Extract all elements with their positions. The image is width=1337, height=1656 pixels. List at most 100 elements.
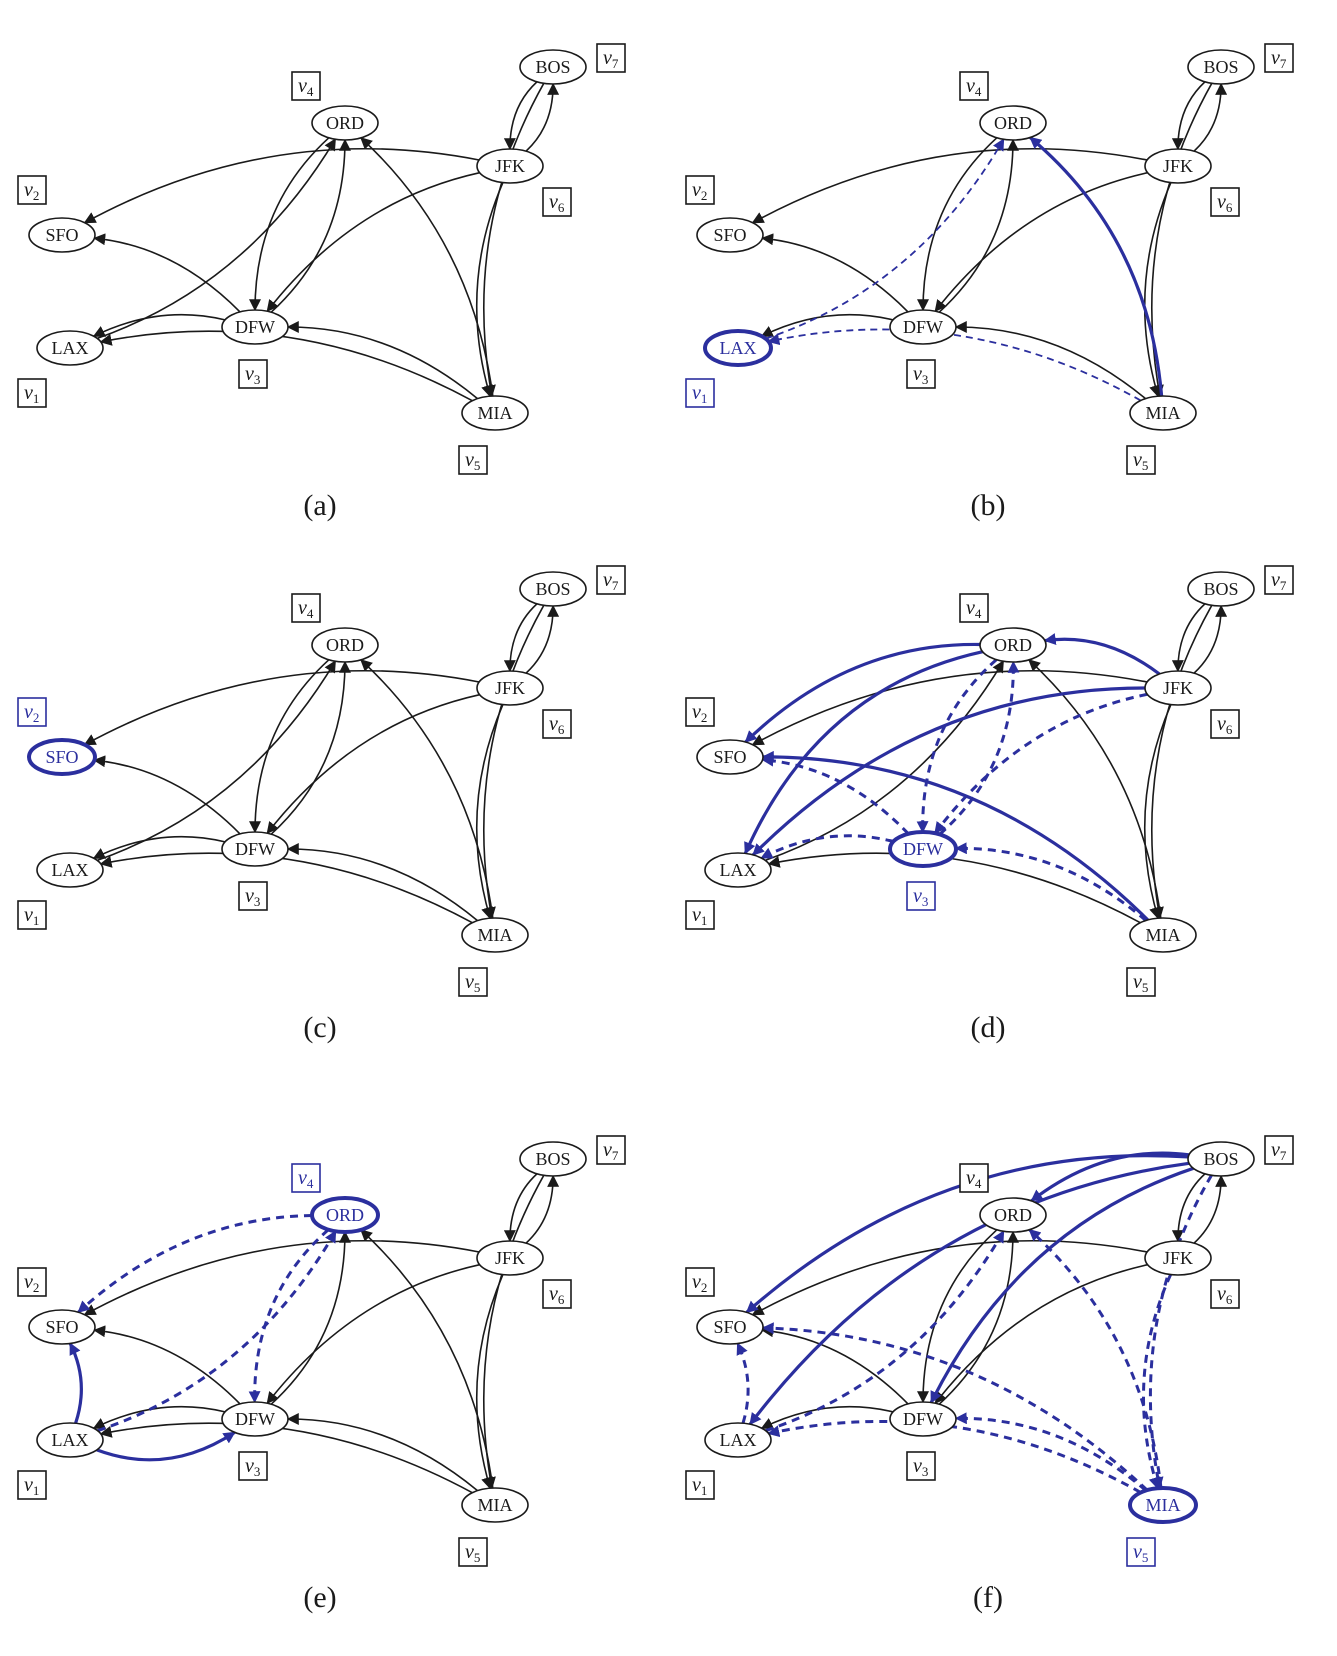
node-label: ORD [994, 1205, 1032, 1225]
panel-caption: (b) [971, 489, 1006, 522]
node-ellipse [36, 852, 104, 888]
vertex-label-text: v4 [966, 597, 982, 621]
node-ellipse [979, 105, 1047, 141]
edge-jfk-bos [525, 82, 560, 152]
node-label: DFW [903, 839, 943, 859]
vertex-label-text: v7 [603, 569, 619, 593]
back-edge-mia-dfw [954, 1412, 1147, 1492]
back-edge-mia-dfw [954, 842, 1147, 922]
node-bos: BOS [1187, 571, 1255, 607]
vertex-label-box [1264, 1135, 1294, 1165]
node-ellipse [310, 1196, 380, 1234]
edge-jfk-mia [475, 1274, 504, 1490]
vertex-label-lax: v1 [685, 900, 715, 930]
vertex-label-sfo: v2 [685, 697, 715, 727]
vertex-label-box [458, 967, 488, 997]
vertex-label-sfo: v2 [685, 175, 715, 205]
node-ellipse [696, 217, 764, 253]
edge-bos-jfk [1171, 81, 1206, 151]
node-label: JFK [1163, 156, 1193, 176]
vertex-label-mia: v5 [1126, 445, 1156, 475]
vertex-label-dfw: v3 [906, 359, 936, 389]
node-sfo: SFO [696, 739, 764, 775]
node-ellipse [1129, 395, 1197, 431]
edge-jfk-sfo [83, 669, 480, 746]
vertex-label-mia: v5 [458, 445, 488, 475]
node-sfo: SFO [696, 1309, 764, 1345]
vertex-label-text: v6 [1217, 1283, 1233, 1307]
node-label: LAX [720, 1430, 757, 1450]
edge-dfw-sfo [93, 755, 241, 835]
edge-jfk-mia [1143, 704, 1172, 920]
panel-caption: (d) [971, 1011, 1006, 1044]
vertex-label-box [17, 1470, 47, 1500]
vertex-label-text: v3 [913, 885, 928, 909]
node-ellipse [221, 831, 289, 867]
node-label: BOS [1203, 1149, 1238, 1169]
edge-jfk-sfo [751, 1239, 1148, 1316]
node-ellipse [311, 627, 379, 663]
node-bos: BOS [519, 571, 587, 607]
vertex-label-text: v4 [966, 75, 982, 99]
node-label: SFO [713, 1317, 746, 1337]
node-label: SFO [45, 1317, 78, 1337]
vertex-label-box [1210, 187, 1240, 217]
back-edge-dfw-lax [760, 834, 894, 860]
node-label: MIA [1146, 925, 1181, 945]
tree-edge-jfk-lax [751, 686, 1146, 857]
vertex-label-text: v7 [603, 1139, 619, 1163]
vertex-label-box [1210, 709, 1240, 739]
node-ellipse [476, 148, 544, 184]
node-label: JFK [495, 678, 525, 698]
node-dfw: DFW [221, 1401, 289, 1437]
vertex-label-ord: v4 [291, 593, 321, 623]
tree-edge-ord-lax [743, 650, 984, 855]
panel-caption: (f) [973, 1581, 1003, 1614]
vertex-label-sfo: v2 [17, 175, 47, 205]
node-ellipse [461, 1487, 529, 1523]
edge-lax-ord [96, 138, 336, 340]
vertex-label-ord: v4 [959, 71, 989, 101]
edge-dfw-ord [270, 138, 351, 313]
edge-jfk-mia [1143, 182, 1172, 398]
panel-f: LAX v1 SFO v2 DFW v3 ORD v4 MIA v5 JFK v6 BOS v7 (f) [685, 1135, 1294, 1614]
vertex-label-box [458, 1537, 488, 1567]
vertex-label-text: v3 [913, 1455, 928, 1479]
edge-jfk-sfo [751, 669, 1148, 746]
edge-jfk-dfw [934, 171, 1148, 313]
vertex-label-box [959, 1163, 989, 1193]
node-bos: BOS [519, 1141, 587, 1177]
edge-mia-lax [99, 1422, 473, 1494]
vertex-label-box [17, 1267, 47, 1297]
vertex-label-jfk: v6 [1210, 187, 1240, 217]
node-ellipse [1129, 917, 1197, 953]
tree-edge-ord-sfo [744, 642, 981, 744]
panel-e: LAX v1 SFO v2 DFW v3 ORD v4 MIA v5 JFK v6 BOS v7 (e) [17, 1135, 626, 1614]
vertex-label-mia: v5 [1126, 967, 1156, 997]
vertex-label-sfo: v2 [17, 697, 47, 727]
vertex-label-ord: v4 [959, 593, 989, 623]
vertex-label-dfw: v3 [238, 359, 268, 389]
node-label: ORD [326, 1205, 364, 1225]
node-ellipse [28, 1309, 96, 1345]
edge-mia-lax [767, 852, 1141, 924]
vertex-label-box [542, 1279, 572, 1309]
edge-dfw-ord [938, 1230, 1019, 1405]
vertex-label-text: v3 [913, 363, 928, 387]
back-edge-ord-dfw [916, 658, 998, 834]
vertex-label-dfw: v3 [238, 881, 268, 911]
node-label: LAX [52, 1430, 89, 1450]
node-ellipse [979, 1197, 1047, 1233]
edge-mia-dfw [286, 320, 479, 400]
node-label: MIA [1146, 1495, 1181, 1515]
edge-bos-mia [482, 82, 545, 398]
vertex-label-ord: v4 [291, 71, 321, 101]
edge-dfw-lax [92, 835, 226, 859]
vertex-label-box [1126, 1537, 1156, 1567]
edge-bos-jfk [1171, 1173, 1206, 1243]
node-ord: ORD [310, 1196, 380, 1234]
tree-edge-mia-sfo [761, 750, 1149, 922]
vertex-label-text: v6 [549, 191, 565, 215]
vertex-label-text: v2 [24, 1271, 39, 1295]
node-label: SFO [713, 747, 746, 767]
